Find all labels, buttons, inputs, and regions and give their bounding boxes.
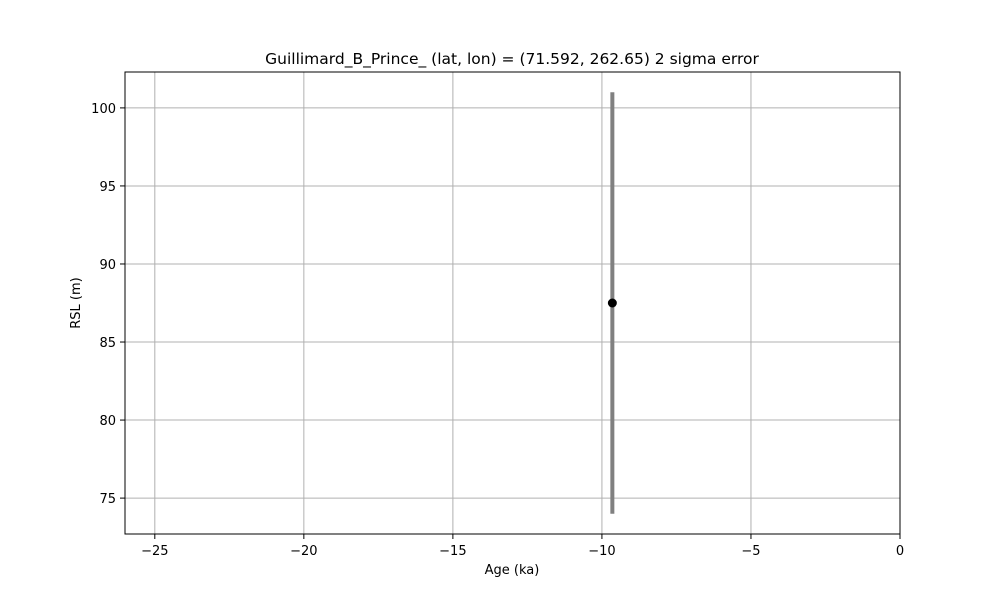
- y-tick-label: 100: [91, 102, 116, 117]
- y-axis-label: RSL (m): [69, 277, 84, 328]
- series-layer: [607, 92, 617, 514]
- x-tick-label: −10: [588, 544, 615, 559]
- y-tick-label: 95: [99, 180, 116, 195]
- y-tick-label: 75: [99, 492, 116, 507]
- x-tick-label: 0: [896, 544, 904, 559]
- plot-frame: [124, 71, 901, 535]
- y-tick-label: 80: [99, 414, 116, 429]
- x-axis-label: Age (ka): [485, 563, 540, 578]
- x-tick-label: −5: [741, 544, 760, 559]
- y-tick-label: 85: [99, 336, 116, 351]
- data-point: [607, 298, 617, 308]
- x-tick-label: −25: [141, 544, 168, 559]
- grid-layer: [125, 72, 901, 534]
- tick-layer: −25 −20 −15 −10 −5 0 75 80 85 90 95 100: [91, 102, 904, 559]
- x-tick-label: −15: [439, 544, 466, 559]
- y-tick-label: 90: [99, 258, 116, 273]
- chart-title: Guillimard_B_Prince_ (lat, lon) = (71.59…: [265, 50, 759, 69]
- x-tick-label: −20: [290, 544, 317, 559]
